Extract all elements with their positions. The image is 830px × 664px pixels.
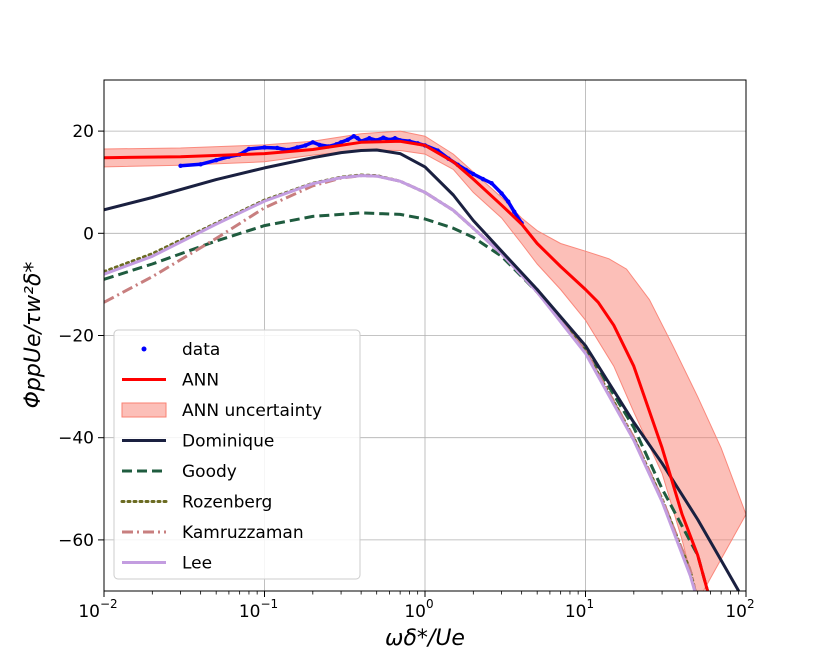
- legend-item: Kamruzzaman: [122, 523, 304, 543]
- series-data-line: [178, 134, 524, 225]
- data-point: [317, 142, 322, 148]
- series-layer: [104, 130, 746, 591]
- x-tick-label: 10−2: [78, 597, 117, 622]
- legend-label: data: [182, 340, 220, 360]
- y-tick-label: −60: [58, 531, 94, 551]
- legend-item: Lee: [122, 554, 212, 574]
- data-point: [213, 158, 219, 163]
- data-point: [295, 145, 300, 150]
- y-tick-label: −20: [58, 327, 94, 347]
- data-point: [480, 176, 486, 182]
- data-point: [178, 163, 183, 169]
- legend-label: ANN uncertainty: [182, 401, 322, 421]
- legend-label: Rozenberg: [182, 493, 272, 513]
- data-point: [338, 140, 344, 145]
- legend: data ANN ANN uncertainty Dominique Goody Roze…: [113, 329, 361, 580]
- x-tick-label: 100: [404, 597, 433, 622]
- y-tick-label: 20: [72, 122, 94, 142]
- series-goody: [104, 211, 710, 591]
- data-point: [198, 162, 203, 167]
- legend-label: Dominique: [182, 432, 274, 452]
- axis-ticks: 10−2 10−1 100 101 102 20 0 −20 −40 −60: [58, 122, 755, 622]
- legend-marker: [141, 346, 147, 352]
- legend-marker: [121, 402, 167, 418]
- legend-label: Lee: [182, 554, 212, 574]
- data-point: [351, 134, 356, 139]
- data-point: [275, 145, 280, 151]
- data-point: [367, 136, 372, 141]
- data-point: [262, 145, 267, 150]
- legend-item: Dominique: [122, 432, 274, 452]
- legend-item: Rozenberg: [120, 493, 272, 513]
- data-point: [381, 135, 386, 140]
- x-tick-label: 10−1: [239, 597, 278, 622]
- data-point: [499, 191, 504, 196]
- data-point: [355, 136, 360, 141]
- series-lee: [104, 174, 697, 591]
- data-point: [471, 171, 476, 177]
- legend-item: data: [141, 340, 220, 360]
- data-point: [506, 199, 511, 204]
- x-tick-label: 102: [725, 597, 754, 622]
- data-point: [303, 143, 308, 148]
- data-point: [512, 209, 517, 215]
- x-tick-label: 101: [565, 597, 594, 622]
- data-point: [392, 136, 398, 141]
- ann-uncertainty-band: [104, 130, 746, 591]
- x-axis-label: ωδ*/Ue: [385, 626, 465, 651]
- series-ann: [104, 139, 710, 591]
- legend-label: Kamruzzaman: [182, 523, 304, 543]
- data-point: [246, 146, 252, 152]
- legend-item: Goody: [122, 462, 237, 482]
- legend-label: Goody: [182, 462, 237, 482]
- legend-item: ANN: [122, 371, 219, 391]
- series-dominique: [104, 148, 741, 591]
- data-point: [310, 140, 316, 145]
- y-tick-label: 0: [83, 224, 94, 244]
- legend-box: [113, 329, 361, 580]
- legend-label: ANN: [182, 371, 219, 391]
- y-axis-label: ΦppUe/τw²δ*: [21, 262, 46, 409]
- y-tick-label: −40: [58, 429, 94, 449]
- data-point: [489, 181, 494, 186]
- legend-item: ANN uncertainty: [121, 401, 322, 421]
- data-point: [345, 137, 350, 142]
